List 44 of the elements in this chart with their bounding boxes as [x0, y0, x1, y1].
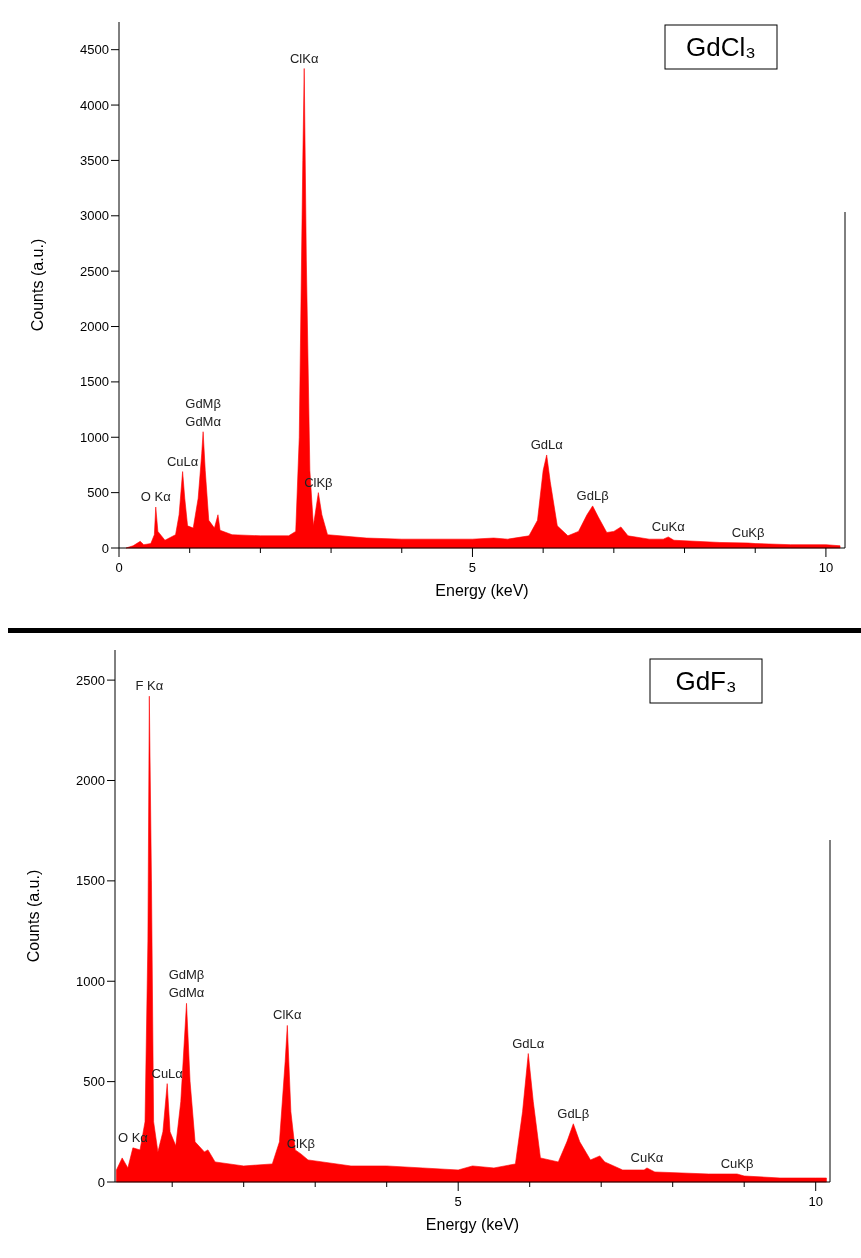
x-axis-title: Energy (keV) [425, 1216, 520, 1233]
annotation: GdMα [168, 985, 205, 1001]
y-tick-label: 0 [97, 1174, 105, 1190]
annotation: ClKα [289, 50, 319, 66]
annotation: GdMβ [168, 967, 205, 983]
annotation: ClKα [273, 1007, 303, 1023]
y-tick-label: 1000 [80, 429, 109, 445]
y-tick-label: 2500 [80, 263, 109, 279]
annotation: GdLα [530, 436, 564, 452]
annotation: CuLα [166, 453, 199, 469]
x-tick-label: 10 [808, 1194, 823, 1209]
annotation: CuKβ [720, 1155, 754, 1171]
annotation: GdLα [512, 1035, 545, 1051]
annotation: O Kα [140, 489, 172, 505]
x-tick-label: 5 [468, 560, 477, 575]
chart-title: GdCl₃ [686, 32, 756, 63]
y-axis-title: Counts (a.u.) [29, 238, 46, 332]
x-tick-label: 10 [818, 560, 834, 575]
y-tick-label: 1500 [80, 374, 109, 390]
y-tick-label: 500 [87, 485, 109, 501]
annotation: CuKα [651, 518, 686, 534]
annotation: CuKβ [731, 525, 765, 541]
annotation: GdMα [185, 413, 222, 429]
y-tick-label: 2000 [76, 773, 105, 789]
y-tick-label: 1500 [76, 873, 105, 889]
annotation: CuKα [630, 1149, 664, 1165]
annotation: GdMβ [185, 395, 221, 411]
annotation: GdLβ [557, 1105, 590, 1121]
annotation: F Kα [135, 678, 164, 694]
y-axis-title: Counts (a.u.) [25, 869, 42, 963]
annotation: GdLβ [576, 487, 609, 503]
y-tick-label: 2500 [76, 672, 105, 688]
x-tick-label: 0 [115, 560, 123, 575]
y-tick-label: 0 [101, 540, 109, 556]
y-tick-label: 500 [83, 1074, 105, 1090]
x-axis-title: Energy (keV) [435, 582, 529, 599]
y-tick-label: 2000 [80, 319, 109, 335]
y-tick-label: 3000 [80, 208, 109, 224]
y-tick-label: 1000 [76, 973, 105, 989]
text: GdF₃ [675, 666, 737, 697]
y-tick-label: 3500 [80, 152, 109, 168]
y-tick-label: 4500 [80, 42, 109, 58]
y-tick-label: 4000 [80, 97, 109, 113]
x-tick-label: 5 [454, 1194, 462, 1209]
